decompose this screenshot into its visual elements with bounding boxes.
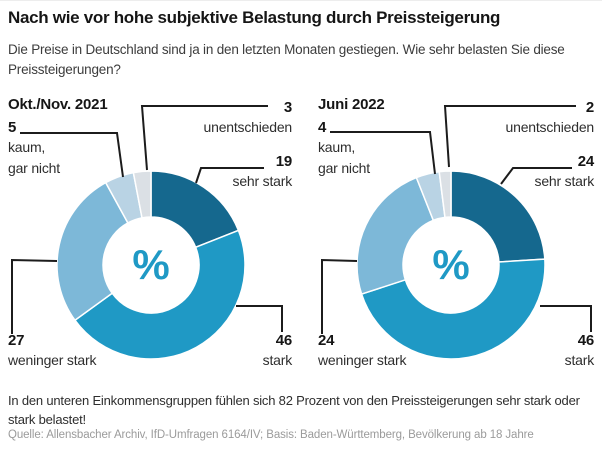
leader-line-unentschieden bbox=[443, 105, 576, 168]
percent-sign: % bbox=[132, 241, 170, 288]
value-kaum-gar-nicht: 4 bbox=[318, 119, 327, 136]
chart-period-label: Juni 2022 bbox=[318, 96, 385, 113]
donut-slice-stark bbox=[73, 229, 246, 360]
leader-line-weninger-stark bbox=[321, 258, 358, 334]
donut-chart-juni-2022: Juni 2022 4 kaum, gar nicht 2 unentschie… bbox=[300, 96, 602, 386]
category-weninger-stark: weninger stark bbox=[318, 352, 407, 368]
donut-slice-stark bbox=[360, 258, 546, 360]
leader-line-sehr-stark bbox=[500, 167, 572, 185]
donut-ring-2022 bbox=[356, 170, 546, 360]
value-weninger-stark: 24 bbox=[318, 332, 335, 349]
value-unentschieden: 3 bbox=[283, 99, 292, 116]
category-kaum-gar-nicht: kaum, gar nicht bbox=[318, 139, 370, 176]
donut-slice-unentschieden bbox=[132, 170, 152, 219]
category-unentschieden: unentschieden bbox=[505, 119, 595, 135]
leader-line-unentschieden bbox=[140, 105, 268, 171]
percent-sign: % bbox=[432, 241, 470, 288]
callout-weninger-stark: 27 weninger stark bbox=[8, 332, 96, 371]
donut-slice-weninger-stark bbox=[356, 176, 435, 295]
callout-kaum-gar-nicht: 5 kaum, gar nicht bbox=[8, 119, 62, 179]
donut-ring-2021 bbox=[56, 170, 246, 360]
charts-row: Okt./Nov. 2021 5 kaum, gar nicht 3 unent… bbox=[0, 96, 602, 386]
leader-line-weninger-stark bbox=[11, 258, 58, 334]
highlight-note: In den unteren Einkommensgruppen fühlen … bbox=[8, 393, 580, 427]
leader-line-stark bbox=[236, 305, 283, 332]
leader-line-stark bbox=[540, 305, 592, 332]
value-sehr-stark: 24 bbox=[577, 153, 594, 170]
donut-slice-weninger-stark bbox=[56, 181, 129, 322]
value-weninger-stark: 27 bbox=[8, 332, 25, 349]
leader-line-kaum bbox=[330, 131, 436, 175]
callout-stark: 46 stark bbox=[262, 332, 293, 371]
category-stark: stark bbox=[262, 352, 293, 368]
leader-line-kaum bbox=[20, 132, 124, 178]
callout-sehr-stark: 19 sehr stark bbox=[232, 153, 293, 192]
value-sehr-stark: 19 bbox=[275, 153, 292, 170]
callout-unentschieden: 2 unentschieden bbox=[505, 99, 595, 138]
page-title: Nach wie vor hohe subjektive Belastung d… bbox=[8, 8, 501, 27]
value-stark: 46 bbox=[275, 332, 292, 349]
donut-svg-2021 bbox=[11, 105, 283, 360]
value-stark: 46 bbox=[577, 332, 594, 349]
callout-stark: 46 stark bbox=[564, 332, 595, 371]
callout-sehr-stark: 24 sehr stark bbox=[534, 153, 595, 192]
category-unentschieden: unentschieden bbox=[203, 119, 293, 135]
category-kaum-gar-nicht: kaum, gar nicht bbox=[8, 139, 60, 176]
category-sehr-stark: sehr stark bbox=[534, 173, 595, 189]
callout-unentschieden: 3 unentschieden bbox=[203, 99, 293, 138]
category-stark: stark bbox=[564, 352, 595, 368]
subtitle: Die Preise in Deutschland sind ja in den… bbox=[8, 42, 565, 77]
value-kaum-gar-nicht: 5 bbox=[8, 119, 17, 136]
donut-slice-unentschieden bbox=[438, 170, 452, 219]
source-line: Quelle: Allensbacher Archiv, IfD-Umfrage… bbox=[8, 429, 534, 441]
donut-chart-okt-nov-2021: Okt./Nov. 2021 5 kaum, gar nicht 3 unent… bbox=[0, 96, 300, 386]
callout-weninger-stark: 24 weninger stark bbox=[318, 332, 406, 371]
leader-line-sehr-stark bbox=[195, 167, 264, 184]
callout-kaum-gar-nicht: 4 kaum, gar nicht bbox=[318, 119, 372, 179]
value-unentschieden: 2 bbox=[585, 99, 594, 116]
category-weninger-stark: weninger stark bbox=[8, 352, 97, 368]
chart-period-label: Okt./Nov. 2021 bbox=[8, 96, 108, 113]
donut-slice-sehr-stark bbox=[450, 170, 546, 263]
donut-svg-2022 bbox=[321, 105, 592, 360]
category-sehr-stark: sehr stark bbox=[232, 173, 293, 189]
